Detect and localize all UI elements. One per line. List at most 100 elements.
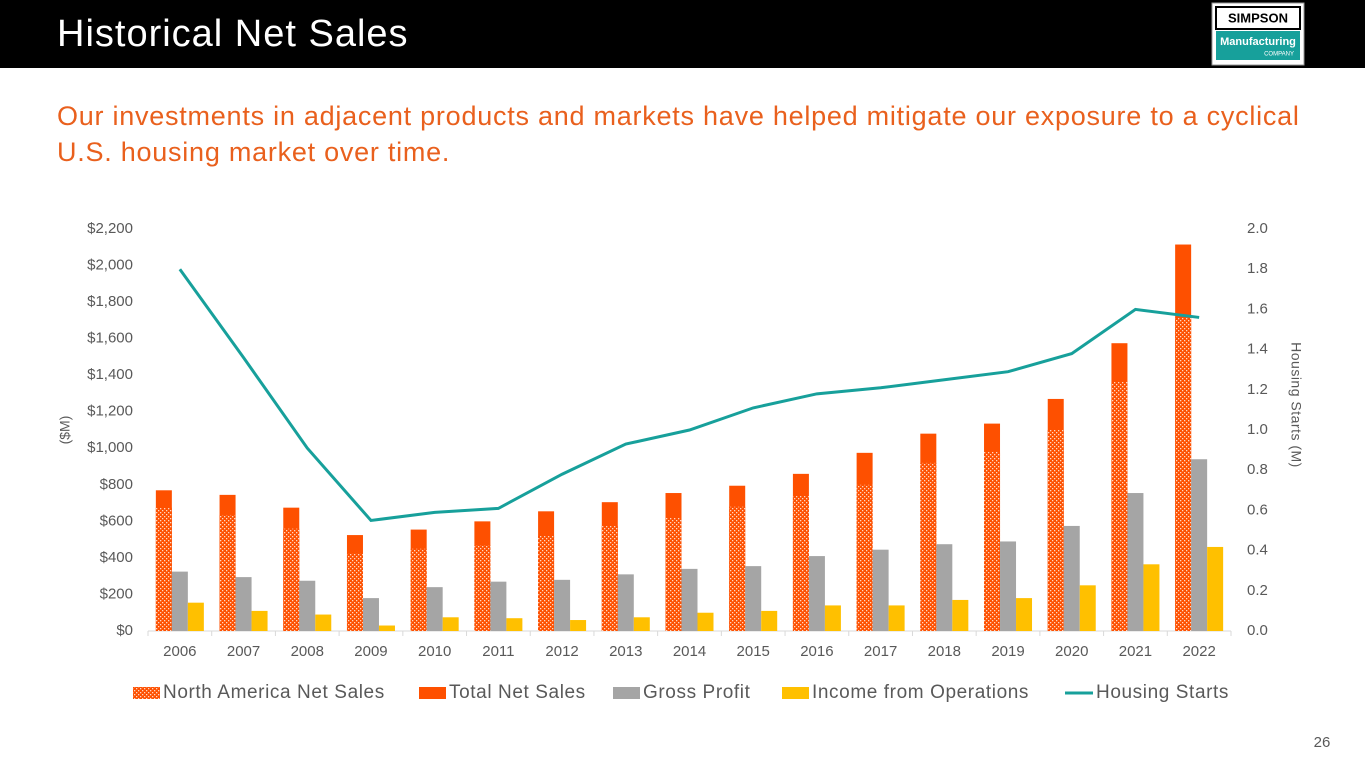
legend-label: Income from Operations — [812, 682, 1029, 703]
y2-tick-label: 1.2 — [1247, 381, 1268, 398]
bar — [729, 506, 746, 631]
x-tick-label: 2009 — [354, 643, 387, 660]
y-tick-label: $400 — [100, 549, 133, 566]
bar — [808, 556, 825, 631]
x-tick-label: 2019 — [991, 643, 1024, 660]
y-tick-label: $1,400 — [87, 366, 133, 383]
bar — [952, 599, 969, 631]
bar — [426, 587, 443, 631]
bar — [601, 525, 618, 631]
bar — [235, 577, 252, 631]
legend-swatch — [133, 687, 160, 699]
bar — [888, 605, 905, 631]
y-tick-label: $600 — [100, 512, 133, 529]
x-tick-label: 2006 — [163, 643, 196, 660]
bar — [872, 549, 889, 631]
bar — [1207, 546, 1224, 631]
header-title: Historical Net Sales — [57, 13, 409, 55]
y2-tick-label: 0.0 — [1247, 622, 1268, 639]
y2-tick-label: 0.4 — [1247, 542, 1268, 559]
bar — [617, 574, 634, 631]
x-tick-label: 2016 — [800, 643, 833, 660]
y2-tick-label: 0.2 — [1247, 582, 1268, 599]
y-axis-title: ($M) — [57, 416, 73, 445]
bar — [936, 544, 953, 631]
y2-tick-label: 2.0 — [1247, 220, 1268, 237]
bar — [1047, 430, 1064, 631]
legend-label: North America Net Sales — [163, 682, 385, 703]
page-number: 26 — [1314, 734, 1331, 751]
y-tick-label: $0 — [116, 622, 133, 639]
bar — [824, 605, 841, 631]
bar — [1063, 525, 1080, 631]
bar — [378, 625, 395, 631]
y-tick-label: $2,200 — [87, 220, 133, 237]
bar — [856, 484, 873, 631]
bar — [984, 451, 1001, 631]
bar — [538, 535, 555, 631]
y-tick-label: $800 — [100, 476, 133, 493]
bar — [1079, 585, 1096, 631]
y-tick-label: $200 — [100, 585, 133, 602]
bar — [681, 568, 698, 631]
legend-label: Gross Profit — [643, 682, 751, 703]
bar — [346, 553, 363, 631]
x-tick-label: 2010 — [418, 643, 451, 660]
logo-top-box — [1215, 6, 1301, 30]
y2-tick-label: 1.0 — [1247, 421, 1268, 438]
bar — [171, 571, 188, 631]
legend-label: Housing Starts — [1096, 682, 1229, 703]
legend-swatch — [613, 687, 640, 699]
bar — [410, 548, 427, 631]
y2-tick-label: 1.6 — [1247, 300, 1268, 317]
bar — [1111, 381, 1128, 631]
bar — [920, 462, 937, 631]
bar — [554, 579, 571, 631]
x-tick-label: 2013 — [609, 643, 642, 660]
bar — [570, 620, 587, 631]
y-tick-label: $1,200 — [87, 403, 133, 420]
bar — [792, 495, 809, 631]
x-tick-label: 2008 — [291, 643, 324, 660]
bar — [761, 610, 778, 631]
bar — [506, 618, 523, 631]
x-tick-label: 2021 — [1119, 643, 1152, 660]
bar — [1016, 598, 1033, 631]
logo: SIMPSON Manufacturing COMPANY — [1211, 2, 1305, 66]
legend-label: Total Net Sales — [449, 682, 586, 703]
bar — [155, 507, 172, 631]
bar — [697, 612, 714, 631]
logo-bottom: COMPANY — [1264, 52, 1294, 58]
bar — [1000, 541, 1017, 631]
x-tick-label: 2020 — [1055, 643, 1088, 660]
bar — [299, 580, 316, 631]
bar — [442, 617, 459, 631]
y-tick-label: $1,000 — [87, 439, 133, 456]
bar — [362, 598, 379, 631]
bar — [315, 614, 332, 631]
x-tick-label: 2015 — [737, 643, 770, 660]
y2-tick-label: 1.4 — [1247, 341, 1268, 358]
x-tick-label: 2012 — [545, 643, 578, 660]
bar — [1143, 564, 1160, 631]
bar — [1175, 317, 1192, 631]
subtitle: Our investments in adjacent products and… — [57, 101, 1300, 167]
bar — [219, 514, 236, 631]
y2-tick-label: 1.8 — [1247, 260, 1268, 277]
logo-bottom-box — [1216, 31, 1300, 60]
bar — [251, 610, 268, 631]
x-tick-label: 2018 — [928, 643, 961, 660]
y-tick-label: $2,000 — [87, 257, 133, 274]
bar — [1127, 493, 1144, 631]
logo-middle: Manufacturing — [1220, 36, 1296, 48]
y2-tick-label: 0.8 — [1247, 461, 1268, 478]
bar — [283, 528, 300, 631]
bar — [665, 517, 682, 631]
legend-swatch — [782, 687, 809, 699]
header-bar — [0, 0, 1365, 68]
legend-swatch — [419, 687, 446, 699]
y-tick-label: $1,600 — [87, 330, 133, 347]
